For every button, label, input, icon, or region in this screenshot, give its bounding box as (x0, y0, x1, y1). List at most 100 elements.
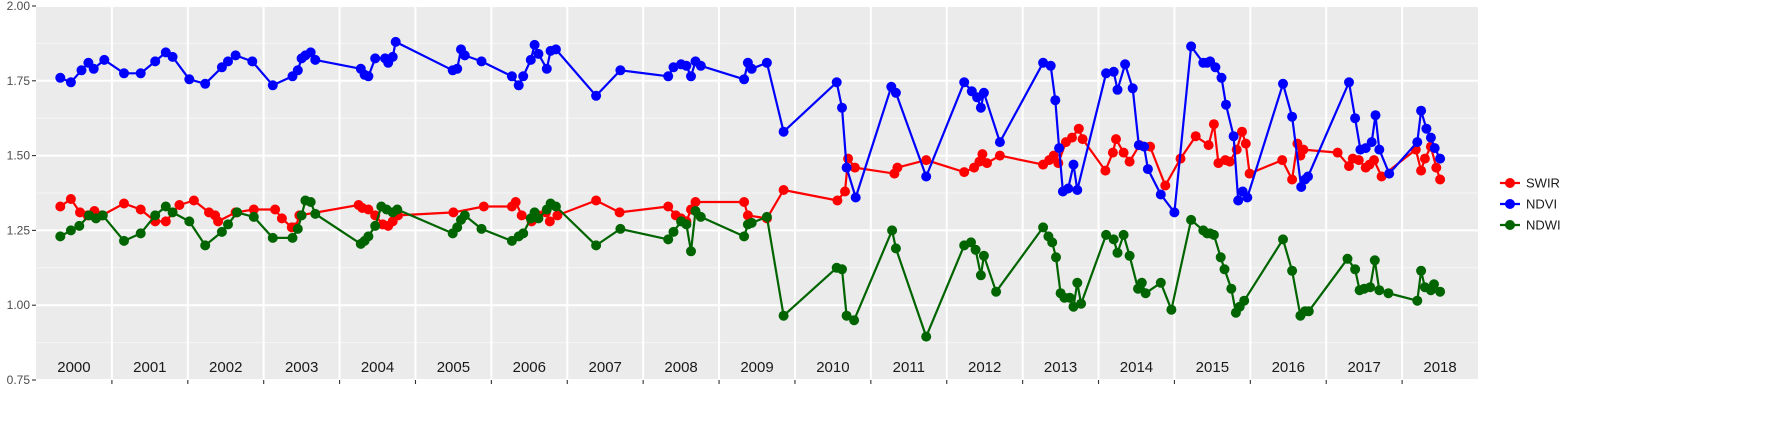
data-point-ndvi (975, 102, 986, 113)
data-point-ndvi (921, 171, 932, 182)
data-point-ndvi (1344, 77, 1354, 88)
y-tick-label: 0.75 (7, 373, 31, 387)
data-point-ndvi (518, 71, 529, 82)
data-point-ndwi (615, 223, 626, 234)
data-point-swir (1100, 165, 1111, 176)
data-point-ndvi (1210, 62, 1221, 73)
data-point-ndwi (1140, 288, 1151, 299)
data-point-ndvi (1303, 171, 1313, 182)
data-point-ndwi (452, 222, 463, 233)
data-point-ndwi (921, 331, 932, 342)
grid (36, 5, 1478, 381)
data-point-ndwi (663, 234, 674, 245)
data-point-swir (1231, 144, 1242, 155)
data-point-ndvi (370, 53, 381, 64)
data-point-swir (663, 201, 674, 212)
y-tick-label: 1.00 (7, 298, 31, 312)
data-point-swir (959, 167, 970, 178)
data-point-swir (1244, 168, 1255, 179)
year-label: 2017 (1347, 359, 1380, 376)
data-point-ndwi (65, 225, 76, 236)
data-point-ndwi (1412, 295, 1423, 306)
data-point-swir (1435, 174, 1446, 185)
data-point-ndwi (1108, 234, 1119, 245)
data-point-ndvi (1384, 168, 1395, 179)
data-point-ndwi (232, 207, 243, 218)
data-point-ndwi (97, 210, 108, 221)
data-point-ndvi (1350, 113, 1361, 124)
data-point-swir (248, 204, 259, 215)
data-point-ndwi (686, 246, 696, 257)
data-point-swir (188, 195, 199, 206)
data-point-swir (742, 210, 753, 221)
data-point-swir (1332, 147, 1343, 158)
data-point-ndvi (65, 77, 76, 88)
data-point-swir (1224, 156, 1235, 167)
year-label: 2013 (1044, 359, 1077, 376)
data-point-ndvi (1221, 99, 1231, 110)
year-label: 2018 (1423, 359, 1456, 376)
data-point-ndwi (837, 264, 847, 275)
data-point-ndwi (1278, 234, 1288, 245)
data-point-swir (690, 197, 701, 207)
y-tick-label: 2.00 (7, 0, 31, 13)
data-point-ndvi (1366, 137, 1377, 148)
data-point-swir (921, 155, 932, 166)
data-point-swir (982, 158, 992, 169)
data-point-ndvi (1416, 105, 1427, 116)
legend-key-point-swir (1505, 178, 1515, 188)
data-point-ndvi (686, 71, 696, 82)
data-point-ndwi (1101, 229, 1112, 240)
data-point-ndwi (778, 310, 789, 321)
data-point-ndvi (1412, 137, 1423, 148)
data-point-ndvi (292, 65, 303, 76)
data-point-swir (1118, 147, 1129, 158)
data-point-swir (1237, 126, 1247, 137)
data-point-swir (1277, 155, 1288, 166)
data-point-ndvi (230, 50, 241, 61)
data-point-ndwi (310, 208, 321, 219)
data-point-ndwi (363, 231, 374, 242)
data-point-swir (55, 201, 66, 212)
data-point-swir (478, 201, 489, 212)
data-point-ndwi (1303, 306, 1314, 317)
data-point-ndwi (267, 232, 278, 243)
data-point-ndvi (837, 102, 847, 113)
data-point-ndvi (615, 65, 626, 76)
data-point-ndvi (184, 74, 195, 85)
data-point-swir (994, 150, 1005, 161)
data-point-swir (1067, 132, 1077, 143)
data-point-ndwi (975, 270, 986, 281)
data-point-ndvi (1108, 66, 1119, 77)
data-point-ndwi (746, 217, 757, 228)
legend-item-ndwi: NDWI (1500, 218, 1561, 233)
data-point-swir (1369, 155, 1379, 166)
data-point-swir (977, 149, 988, 160)
data-point-ndvi (1228, 131, 1239, 142)
data-point-ndwi (135, 228, 146, 239)
data-point-ndwi (991, 286, 1002, 297)
data-point-ndwi (1435, 286, 1446, 297)
data-point-ndvi (1063, 183, 1074, 194)
data-point-ndwi (1076, 298, 1087, 309)
data-point-ndvi (978, 87, 989, 98)
data-point-swir (840, 186, 850, 197)
data-point-ndwi (216, 226, 227, 237)
data-point-swir (1376, 171, 1387, 182)
year-label: 2007 (589, 359, 622, 376)
year-label: 2001 (133, 359, 166, 376)
data-point-ndvi (1216, 72, 1227, 83)
data-point-ndwi (1350, 264, 1361, 275)
data-point-ndvi (1242, 192, 1253, 203)
data-point-ndvi (1101, 68, 1112, 79)
data-point-swir (1416, 165, 1427, 176)
data-point-ndwi (591, 240, 602, 251)
legend-item-ndvi: NDVI (1500, 197, 1557, 212)
data-point-swir (363, 204, 374, 215)
data-point-ndvi (746, 63, 757, 74)
data-point-ndvi (681, 60, 692, 71)
year-label: 2011 (893, 359, 925, 376)
data-point-ndvi (541, 63, 552, 74)
data-point-swir (1298, 144, 1309, 155)
